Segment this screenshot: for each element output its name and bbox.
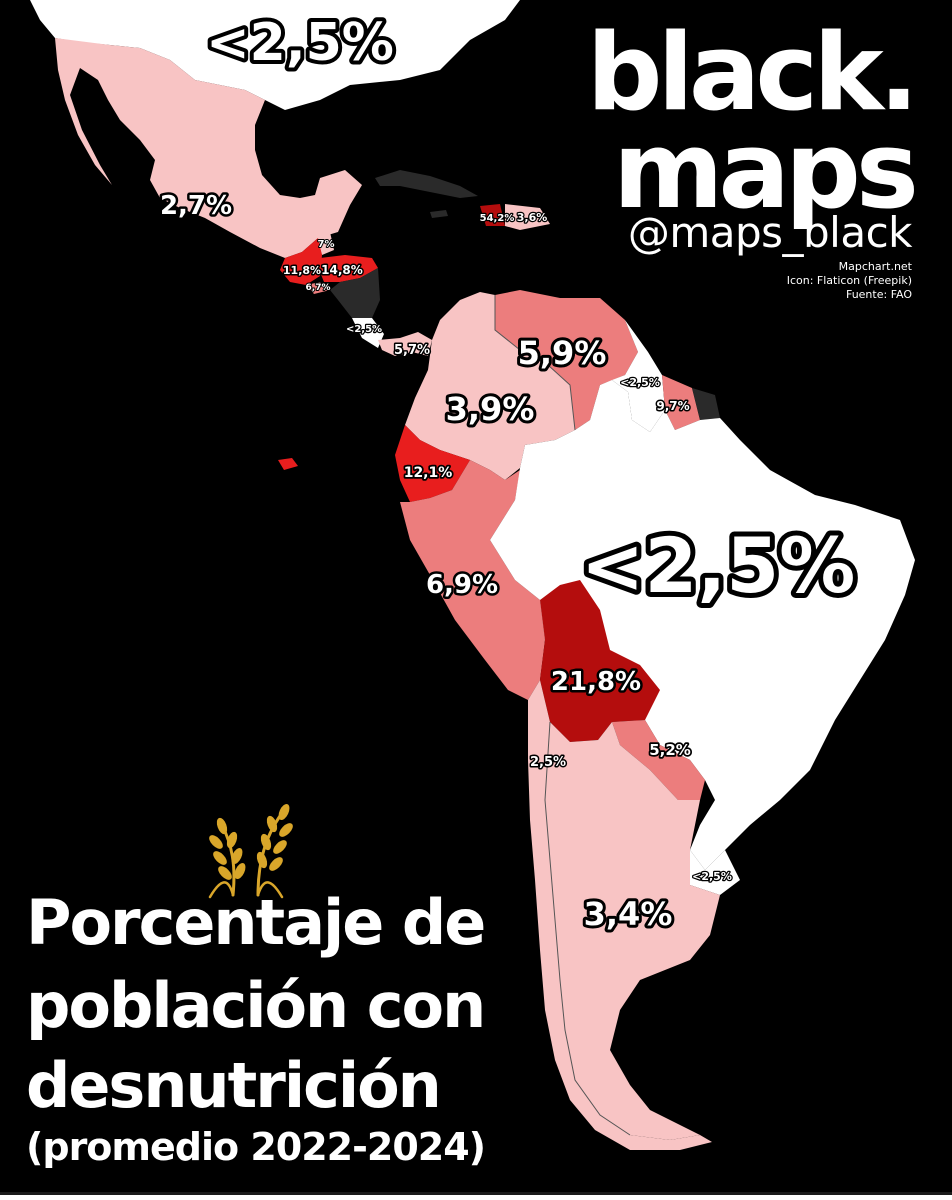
credit-source: Fuente: FAO xyxy=(845,288,912,301)
label-belize: 7% xyxy=(318,239,335,250)
region-nicaragua xyxy=(330,268,380,318)
region-peru xyxy=(400,460,545,700)
label-usa: <2,5% xyxy=(206,13,394,73)
region-venezuela xyxy=(495,290,638,430)
title-line-3: desnutrición xyxy=(26,1049,442,1122)
wheat-icon xyxy=(208,804,293,899)
region-suriname xyxy=(662,375,700,430)
region-haiti xyxy=(480,204,505,226)
region-brazil xyxy=(490,380,915,870)
subtitle: (promedio 2022-2024) xyxy=(26,1125,486,1169)
region-guyana xyxy=(612,320,665,432)
label-peru: 6,9% xyxy=(426,570,498,600)
region-el-salvador xyxy=(306,282,330,294)
region-guatemala xyxy=(280,238,322,285)
region-argentina xyxy=(545,722,720,1140)
label-el-salvador: 6,7% xyxy=(306,283,331,293)
region-paraguay xyxy=(612,720,705,800)
label-paraguay: 5,2% xyxy=(649,741,691,759)
region-jamaica xyxy=(430,210,448,218)
label-venezuela: 5,9% xyxy=(518,334,607,372)
credit-icon: Icon: Flaticon (Freepik) xyxy=(786,274,912,287)
label-guatemala: 11,8% xyxy=(283,264,321,277)
region-french-guiana xyxy=(692,388,720,420)
label-bolivia: 21,8% xyxy=(551,667,641,697)
label-suriname: 9,7% xyxy=(656,399,689,413)
label-honduras: 14,8% xyxy=(321,263,363,277)
country-borders xyxy=(494,295,631,1136)
region-galapagos xyxy=(278,458,298,470)
region-dominican-republic xyxy=(505,204,550,230)
region-uruguay xyxy=(690,850,740,895)
region-honduras xyxy=(320,255,378,282)
label-argentina: 3,4% xyxy=(584,895,673,933)
label-dominican-republic: 3,6% xyxy=(517,211,548,224)
label-panama: 5,7% xyxy=(394,343,430,358)
label-ecuador: 12,1% xyxy=(404,465,453,481)
label-haiti: 54,2% xyxy=(480,213,515,224)
brand-handle: @maps_black xyxy=(627,208,913,257)
label-brazil: <2,5% xyxy=(581,521,855,610)
credit-mapchart: Mapchart.net xyxy=(838,260,912,273)
region-bolivia xyxy=(540,580,660,742)
label-guyana: <2,5% xyxy=(620,376,660,389)
title-line-2: población con xyxy=(26,969,486,1042)
label-colombia: 3,9% xyxy=(446,390,535,428)
region-cuba xyxy=(375,170,478,198)
label-uruguay: <2,5% xyxy=(692,870,732,883)
region-costa-rica xyxy=(352,318,384,348)
region-colombia xyxy=(405,292,575,480)
region-chile xyxy=(528,680,712,1150)
region-usa xyxy=(30,0,520,110)
title-line-1: Porcentaje de xyxy=(26,886,486,959)
region-mexico xyxy=(55,38,362,258)
bottom-rule xyxy=(0,1192,952,1195)
brand-name-line-1: black. xyxy=(586,11,919,134)
label-mexico: 2,7% xyxy=(160,191,232,221)
region-panama xyxy=(378,332,432,356)
brand-name-line-2: maps xyxy=(613,109,919,232)
region-ecuador xyxy=(395,425,470,502)
label-costa-rica: <2,5% xyxy=(346,324,382,335)
label-chile: 2,5% xyxy=(530,755,566,770)
